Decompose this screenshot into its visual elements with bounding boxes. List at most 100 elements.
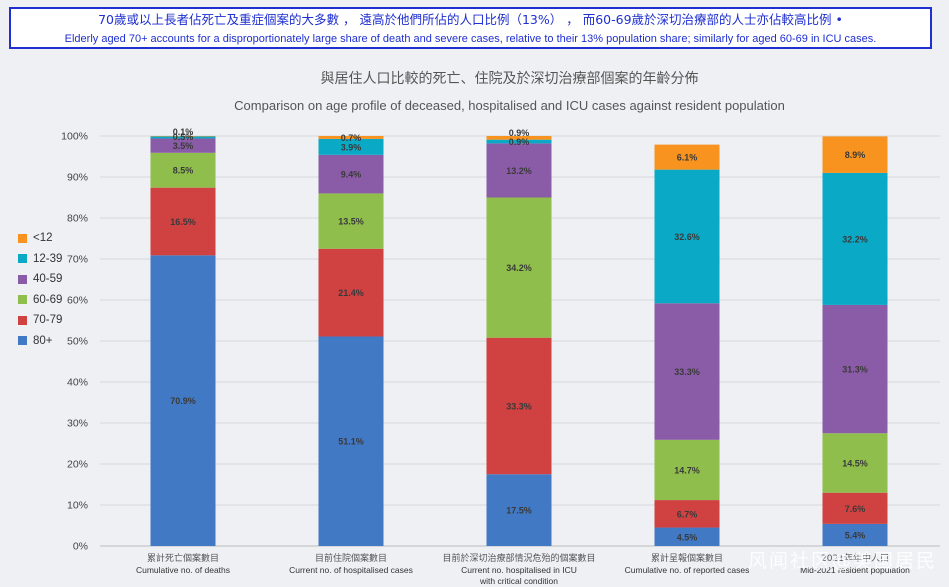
bar-segment xyxy=(486,197,552,338)
bar-segment xyxy=(486,337,552,475)
data-label: 34.2% xyxy=(506,263,532,273)
bar-segment xyxy=(654,144,720,170)
x-category-label-en: Current no. of hospitalised cases xyxy=(289,565,413,575)
legend-item: 12-39 xyxy=(18,249,62,270)
x-category-label-en: Cumulative no. of reported cases xyxy=(625,565,750,575)
chart-titles: 與居住人口比較的死亡、住院及於深切治療部個案的年齡分佈 Comparison o… xyxy=(0,68,949,113)
data-label: 70.9% xyxy=(170,396,196,406)
data-label: 16.5% xyxy=(170,217,196,227)
legend-swatch xyxy=(18,274,27,284)
bar-segment xyxy=(654,439,720,501)
data-label: 5.4% xyxy=(845,530,866,540)
y-tick-label: 20% xyxy=(67,459,88,471)
watermark: 风闻社区@美国居民 xyxy=(747,550,937,572)
bar-segment xyxy=(318,154,384,194)
bar-segment xyxy=(654,500,720,528)
y-tick-label: 70% xyxy=(67,254,88,266)
legend-label: 12-39 xyxy=(33,252,63,265)
y-tick-label: 50% xyxy=(67,336,88,348)
data-label: 0.9% xyxy=(509,128,530,138)
x-category-label-zh: 累計呈報個案數目 xyxy=(651,552,723,564)
bar-segment xyxy=(150,152,216,188)
data-label: 31.3% xyxy=(842,365,868,375)
x-category-label-zh: 目前住院個案數目 xyxy=(315,552,387,564)
legend-item: 40-59 xyxy=(18,269,62,290)
data-label: 21.4% xyxy=(338,288,364,298)
headline-banner: 70歲或以上長者佔死亡及重症個案的大多數 ， 遠高於他們所佔的人口比例（13%）… xyxy=(9,7,932,49)
y-tick-label: 100% xyxy=(61,131,88,143)
data-label: 13.5% xyxy=(338,217,364,227)
legend-swatch xyxy=(18,315,27,325)
chart-title: 與居住人口比較的死亡、住院及於深切治療部個案的年齡分佈 xyxy=(320,71,699,87)
data-label: 6.7% xyxy=(677,509,698,519)
data-label: 0.1% xyxy=(173,127,194,137)
bar-segment xyxy=(822,433,888,493)
legend-swatch xyxy=(18,233,27,243)
data-label: 3.5% xyxy=(173,141,194,151)
headline-zh: 70歲或以上長者佔死亡及重症個案的大多數 ， 遠高於他們所佔的人口比例（13%）… xyxy=(98,12,843,27)
chart-subtitle: Comparison on age profile of deceased, h… xyxy=(234,98,785,113)
data-label: 13.2% xyxy=(506,166,532,176)
y-tick-label: 0% xyxy=(73,541,88,553)
legend-label: 60-69 xyxy=(33,293,63,306)
bar-segment xyxy=(150,136,216,139)
bar-segment xyxy=(654,527,720,546)
legend-label: 70-79 xyxy=(33,314,63,327)
legend-item: 80+ xyxy=(18,331,62,352)
data-label: 3.9% xyxy=(341,142,362,152)
data-label: 0.7% xyxy=(341,133,362,143)
bar-segment xyxy=(318,336,384,546)
legend-item: 60-69 xyxy=(18,290,62,311)
legend-item: <12 xyxy=(18,228,62,249)
y-tick-label: 30% xyxy=(67,418,88,430)
data-label: 4.5% xyxy=(677,532,698,542)
data-label: 32.2% xyxy=(842,234,868,244)
data-label: 0.5% xyxy=(173,132,194,142)
bar-segment xyxy=(486,474,552,546)
bar-segment xyxy=(150,255,216,546)
x-category-label-en: Current no. hospitalised in ICU xyxy=(461,565,577,575)
x-category-label-en: with critical condition xyxy=(479,576,558,586)
y-tick-label: 10% xyxy=(67,500,88,512)
data-label: 51.1% xyxy=(338,437,364,447)
data-label: 14.5% xyxy=(842,458,868,468)
bar-segment xyxy=(318,138,384,155)
y-tick-label: 60% xyxy=(67,295,88,307)
bar-segment xyxy=(822,136,888,173)
bar-segment xyxy=(318,136,384,139)
legend-swatch xyxy=(18,336,27,346)
bar-segment xyxy=(318,193,384,249)
data-label: 9.4% xyxy=(341,170,362,180)
legend-swatch xyxy=(18,295,27,305)
legend-label: <12 xyxy=(33,232,53,245)
bar-segment xyxy=(150,187,216,256)
data-label: 7.6% xyxy=(845,504,866,514)
x-category-label-en: Mid-2021 resident population xyxy=(800,565,910,575)
bar-segment xyxy=(486,139,552,144)
bar-segment xyxy=(150,138,216,153)
bar-segment xyxy=(654,169,720,304)
x-category-label-en: Cumulative no. of deaths xyxy=(136,565,230,575)
data-label: 33.3% xyxy=(506,401,532,411)
data-label: 0.9% xyxy=(509,137,530,147)
bar-segment xyxy=(822,523,888,546)
legend-label: 40-59 xyxy=(33,273,63,286)
chart-legend: <12 12-39 40-59 60-69 70-79 80+ xyxy=(18,228,62,351)
data-label: 33.3% xyxy=(674,367,700,377)
bar-segment xyxy=(486,136,552,140)
bar-segment xyxy=(318,248,384,337)
bar-segment xyxy=(822,172,888,305)
x-category-label-zh: 2021年年中人口 xyxy=(821,552,889,564)
data-label: 8.5% xyxy=(173,166,194,176)
y-tick-label: 40% xyxy=(67,377,88,389)
x-category-label-zh: 累計死亡個案數目 xyxy=(147,552,219,564)
legend-label: 80+ xyxy=(33,334,53,347)
data-label: 6.1% xyxy=(677,153,698,163)
headline-en: Elderly aged 70+ accounts for a dispropo… xyxy=(64,33,877,45)
bar-segment xyxy=(822,492,888,524)
data-label: 17.5% xyxy=(506,506,532,516)
data-label: 14.7% xyxy=(674,465,700,475)
bar-segment xyxy=(486,143,552,198)
y-tick-label: 80% xyxy=(67,213,88,225)
